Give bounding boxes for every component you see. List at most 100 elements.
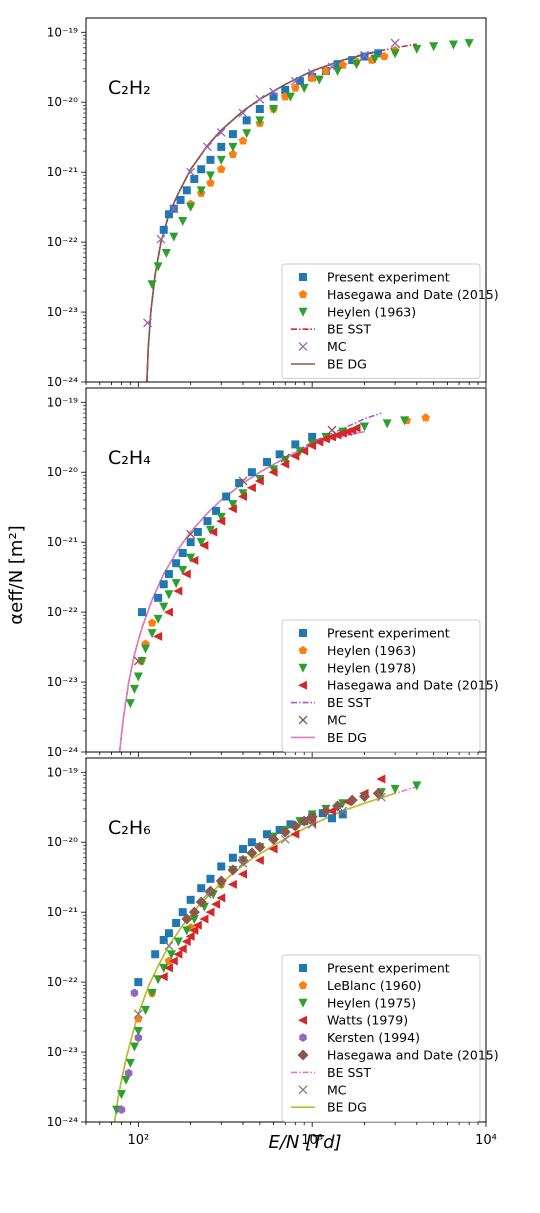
legend-label: Heylen (1978) (327, 660, 416, 675)
data-point-s1-11 (222, 492, 231, 501)
data-point-s3-17 (238, 489, 248, 499)
data-point-s1-20 (327, 814, 336, 823)
data-point-s1-21 (338, 810, 347, 819)
data-point-s3-9 (164, 590, 174, 600)
data-point-s3-4 (169, 232, 179, 242)
data-point-s3-25 (359, 422, 369, 432)
plot-content (112, 774, 422, 1122)
data-point-s1-5 (172, 919, 181, 928)
data-point-s6-7 (237, 854, 249, 866)
data-point-s6-18 (358, 791, 370, 803)
data-point-s8-6 (307, 819, 317, 829)
data-point-s3-11 (166, 950, 176, 960)
data-point-s8-1 (133, 1009, 143, 1019)
data-point-s4-12 (254, 476, 264, 486)
data-point-s3-9 (216, 155, 226, 165)
data-point-s1-21 (374, 49, 383, 58)
data-point-s3-5 (129, 1042, 139, 1052)
legend-label: BE SST (327, 322, 371, 337)
legend-label: BE SST (327, 695, 371, 710)
legend-label: Hasegawa and Date (2015) (327, 287, 499, 302)
data-point-s3-8 (159, 602, 169, 612)
data-point-s1-19 (348, 56, 357, 65)
legend-marker (299, 1033, 307, 1042)
legend-label: BE DG (327, 357, 367, 372)
data-point-s4-14 (280, 459, 290, 469)
data-point-s3-21 (295, 447, 305, 457)
legend-box (281, 263, 481, 379)
data-point-s4-1 (158, 972, 168, 982)
y-axis-label: αeff/N [m²] (6, 525, 27, 624)
data-point-s2-3 (147, 618, 157, 627)
legend-label: Hasegawa and Date (2015) (327, 678, 499, 693)
data-point-s1-12 (235, 479, 244, 488)
data-point-s1-13 (269, 92, 278, 101)
data-point-s5-2 (124, 1068, 133, 1078)
data-point-s5-11 (307, 68, 317, 78)
data-point-s5-7 (238, 108, 248, 118)
data-point-s3-13 (196, 538, 206, 548)
data-point-s2-10 (291, 83, 300, 92)
data-point-s3-7 (141, 1005, 151, 1015)
data-point-s5-12 (327, 62, 337, 72)
legend-marker (298, 342, 308, 352)
data-point-s1-6 (190, 174, 199, 183)
data-point-s3-16 (228, 500, 238, 510)
data-point-s6-12 (289, 820, 301, 832)
legend-label: Heylen (1963) (327, 304, 416, 319)
x-axis-ticks (85, 382, 487, 387)
data-point-s1-7 (186, 895, 195, 904)
data-point-s8-3 (203, 889, 212, 899)
legend-marker (298, 980, 308, 990)
data-point-s5-9 (269, 87, 279, 97)
y-tick-label: 10⁻¹⁹ (47, 395, 78, 409)
data-point-s4-7 (185, 931, 195, 941)
data-point-s4-6 (199, 540, 209, 550)
data-point-s6-5 (215, 875, 227, 887)
data-point-s6-2 (186, 529, 196, 539)
data-point-s4-12 (211, 899, 221, 909)
legend-marker (299, 964, 307, 972)
legend-label: LeBlanc (1960) (327, 978, 421, 993)
y-tick-label: 10⁻²¹ (47, 535, 78, 549)
panel-2: 10⁻²⁴ 10⁻²³ 10⁻²² 10⁻²¹ 10⁻²⁰ 10⁻¹⁹ C₂H₄ Presen… (47, 387, 499, 759)
data-point-s5-8 (255, 94, 265, 104)
y-axis-ticks: 10⁻²⁴ 10⁻²³ 10⁻²² 10⁻²¹ 10⁻²⁰ 10⁻¹⁹ (47, 395, 86, 759)
y-tick-label: 10⁻²¹ (47, 905, 78, 919)
data-point-s6-13 (298, 815, 310, 827)
data-point-s4-1 (153, 631, 163, 641)
data-point-s3-8 (147, 988, 157, 998)
legend-label: Present experiment (327, 626, 450, 641)
data-point-s1-10 (212, 506, 221, 515)
legend-label: Heylen (1975) (327, 995, 416, 1010)
data-point-s1-15 (295, 77, 304, 86)
data-point-s2-5 (421, 413, 430, 422)
data-point-s1-8 (193, 527, 202, 536)
data-point-s1-12 (238, 845, 247, 853)
data-point-s1-1 (134, 978, 143, 987)
plot-content (118, 412, 430, 752)
data-point-s1-9 (206, 874, 215, 883)
data-point-s4-9 (227, 504, 237, 514)
data-point-s4-13 (268, 467, 278, 477)
data-point-s3-5 (178, 217, 188, 227)
data-point-s1-15 (275, 450, 284, 459)
legend-marker (298, 715, 308, 725)
legend-label: Watts (1979) (327, 1013, 408, 1028)
data-point-s3-17 (333, 66, 343, 76)
data-point-s5-3 (130, 988, 139, 998)
data-point-s4-3 (168, 956, 178, 966)
data-point-s3-10 (228, 142, 238, 152)
panel-label: C₂H₂ (108, 77, 151, 99)
data-point-s4-16 (299, 446, 309, 456)
data-point-s4-11 (205, 907, 215, 917)
data-point-s3-10 (171, 579, 181, 589)
data-point-s5-2 (156, 234, 166, 244)
data-point-s4-10 (199, 914, 209, 924)
x-axis-ticks (85, 752, 487, 757)
data-point-s1-7 (186, 538, 195, 547)
data-point-s1-2 (151, 950, 160, 959)
data-point-s3-2 (129, 684, 139, 694)
data-point-s2-16 (380, 52, 389, 61)
